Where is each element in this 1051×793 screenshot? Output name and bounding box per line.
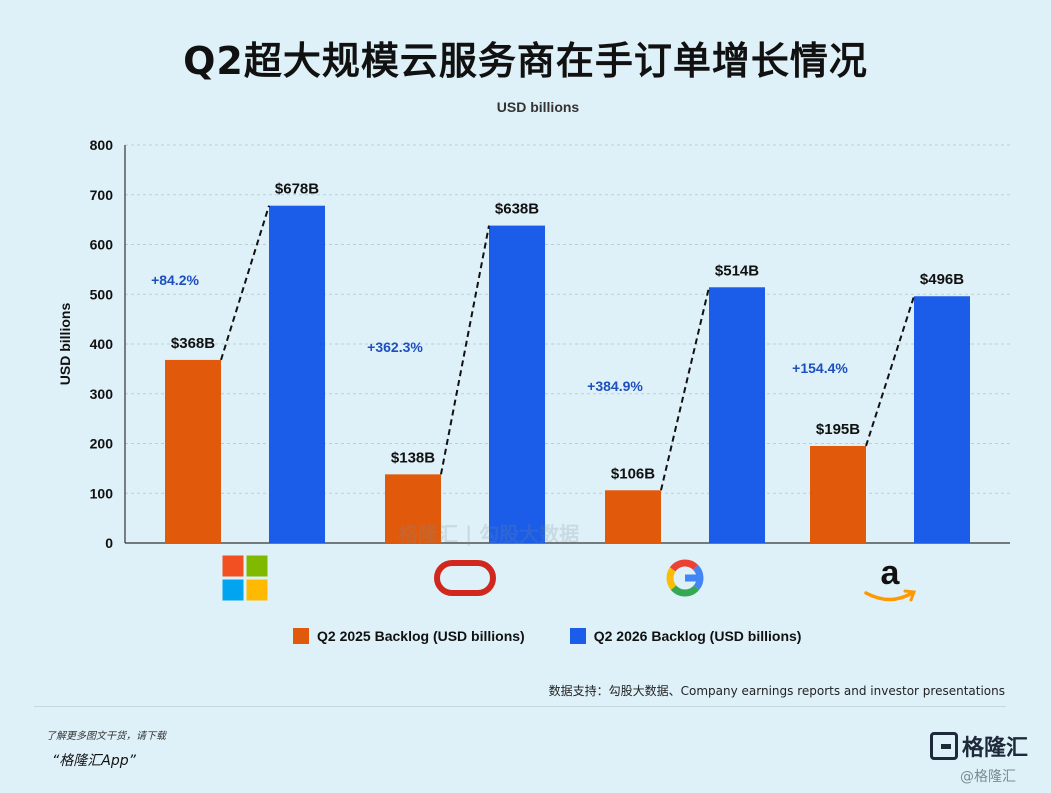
bar-q2-2025: [810, 445, 866, 543]
y-tick-label: 100: [90, 485, 114, 501]
data-label-q2-2025: $106B: [611, 465, 655, 482]
legend-label-q2-2025: Q2 2025 Backlog (USD billions): [317, 628, 525, 644]
footer-note: 了解更多图文干货，请下载: [46, 731, 166, 742]
center-watermark: 格隆汇 | 勾股大数据: [398, 522, 580, 546]
y-tick-label: 300: [90, 386, 114, 402]
growth-connector: [220, 205, 270, 361]
growth-connector: [660, 287, 710, 491]
bar-q2-2025: [165, 359, 221, 543]
bar-q2-2025: [605, 490, 661, 543]
bar-q2-2026: [914, 296, 970, 543]
google-logo-arc: [670, 585, 700, 597]
data-label-q2-2026: $638B: [495, 201, 539, 218]
y-tick-label: 400: [90, 336, 114, 352]
bar-q2-2025: [385, 474, 441, 543]
amazon-logo-letter: a: [881, 554, 901, 592]
microsoft-logo-square: [222, 555, 244, 577]
legend-item-q2-2025: Q2 2025 Backlog (USD billions): [293, 628, 525, 644]
growth-label: +362.3%: [367, 339, 423, 355]
growth-label: +84.2%: [151, 272, 199, 288]
google-logo-arc: [666, 567, 677, 590]
legend-item-q2-2026: Q2 2026 Backlog (USD billions): [569, 628, 802, 644]
y-tick-label: 800: [90, 137, 114, 153]
chart-title: Q2超大规模云服务商在手订单增长情况: [183, 39, 868, 83]
data-label-q2-2026: $514B: [715, 262, 759, 279]
growth-label: +384.9%: [587, 378, 643, 394]
growth-connector: [440, 225, 490, 475]
source-note: 数据支持：勾股大数据、Company earnings reports and …: [548, 684, 1005, 698]
footer-app-name: “格隆汇App”: [52, 753, 136, 769]
data-label-q2-2026: $496B: [920, 271, 964, 288]
growth-connector: [865, 295, 915, 447]
brand-g-icon: [930, 732, 958, 760]
data-label-q2-2026: $678B: [275, 181, 319, 198]
bar-q2-2026: [269, 205, 325, 543]
data-label-q2-2025: $138B: [391, 449, 435, 466]
amazon-logo-smile: [864, 591, 914, 602]
amazon-logo-arrow: [903, 589, 917, 602]
legend-swatch-orange: [293, 628, 309, 644]
bar-chart: USD billions 0 100 200 300 400 500 600 700 800 USD…: [57, 99, 1010, 602]
legend-swatch-blue: [569, 628, 586, 644]
microsoft-logo-square: [246, 579, 268, 601]
y-tick-label: 0: [105, 535, 113, 551]
y-axis-label: USD billions: [57, 303, 73, 386]
legend-label-q2-2026: Q2 2026 Backlog (USD billions): [593, 628, 802, 644]
growth-label: +154.4%: [792, 360, 848, 376]
corner-watermark: @格隆汇: [960, 769, 1016, 785]
chart-subtitle: USD billions: [497, 99, 580, 115]
y-tick-label: 500: [90, 286, 114, 302]
y-tick-label: 200: [90, 436, 114, 452]
brand-logo-text: 格隆汇: [962, 736, 1029, 761]
legend: Q2 2025 Backlog (USD billions) Q2 2026 B…: [293, 628, 801, 644]
data-label-q2-2025: $368B: [171, 335, 215, 352]
y-tick-label: 600: [90, 237, 114, 253]
bar-q2-2026: [709, 287, 765, 543]
brand-logo: 格隆汇: [930, 730, 1028, 762]
microsoft-logo-square: [222, 579, 244, 601]
bar-q2-2026: [489, 225, 545, 543]
data-label-q2-2025: $195B: [816, 421, 860, 438]
y-tick-label: 700: [90, 187, 114, 203]
oracle-logo: [434, 560, 496, 596]
google-logo-arc: [669, 559, 699, 572]
microsoft-logo-square: [246, 555, 268, 577]
google-logo-bar: [685, 574, 703, 582]
divider: [34, 706, 1006, 707]
